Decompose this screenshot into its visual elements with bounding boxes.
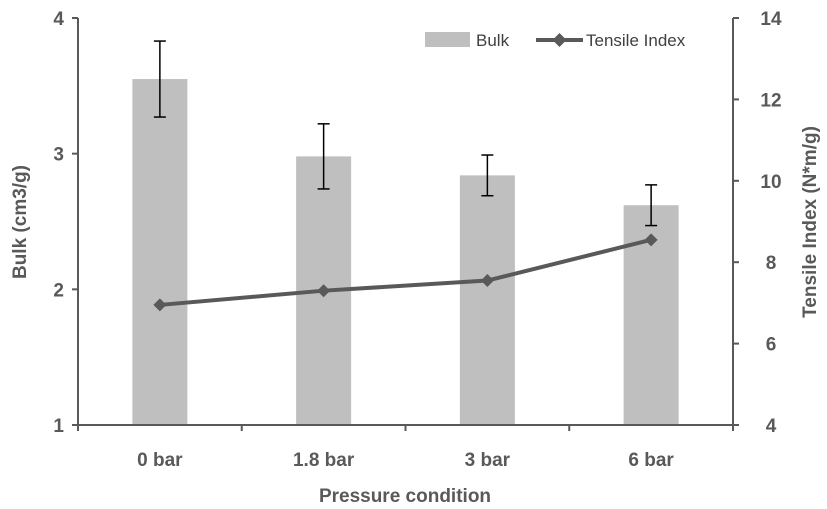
y-right-tick-label: 6 bbox=[766, 335, 777, 356]
legend-bulk-label: Bulk bbox=[476, 31, 510, 50]
x-tick-label: 6 bar bbox=[628, 450, 674, 471]
y-axis-left-title: Bulk (cm3/g) bbox=[10, 165, 31, 279]
tensile-index-point bbox=[153, 298, 167, 312]
y-right-tick-label: 12 bbox=[760, 90, 781, 111]
bulk-bar bbox=[459, 175, 515, 425]
y-right-tick-label: 8 bbox=[766, 253, 777, 274]
y-left-tick-label: 3 bbox=[53, 145, 64, 166]
y-left-tick-label: 4 bbox=[53, 9, 64, 30]
x-axis-title: Pressure condition bbox=[319, 486, 491, 507]
x-tick-label: 0 bar bbox=[137, 450, 183, 471]
bulk-bar bbox=[132, 79, 188, 426]
y-right-tick-label: 4 bbox=[766, 416, 777, 437]
y-left-tick-label: 2 bbox=[53, 280, 64, 301]
legend-tensile-label: Tensile Index bbox=[586, 31, 686, 50]
y-right-tick-label: 14 bbox=[760, 9, 782, 30]
legend: Bulk Tensile Index bbox=[425, 31, 686, 50]
tensile-index-point bbox=[480, 274, 494, 288]
plot-area bbox=[132, 40, 679, 426]
tensile-index-point bbox=[644, 233, 658, 247]
y-right-tick-label: 10 bbox=[760, 172, 781, 193]
legend-tensile-marker bbox=[552, 33, 567, 47]
x-tick-label: 3 bar bbox=[465, 450, 511, 471]
y-axis-right-title: Tensile Index (N*m/g) bbox=[800, 126, 821, 318]
tensile-index-line bbox=[159, 237, 652, 307]
x-tick-label: 1.8 bar bbox=[293, 450, 355, 471]
legend-bulk-swatch bbox=[425, 32, 470, 47]
y-left-tick-label: 1 bbox=[53, 416, 64, 437]
tensile-index-point bbox=[317, 284, 331, 298]
